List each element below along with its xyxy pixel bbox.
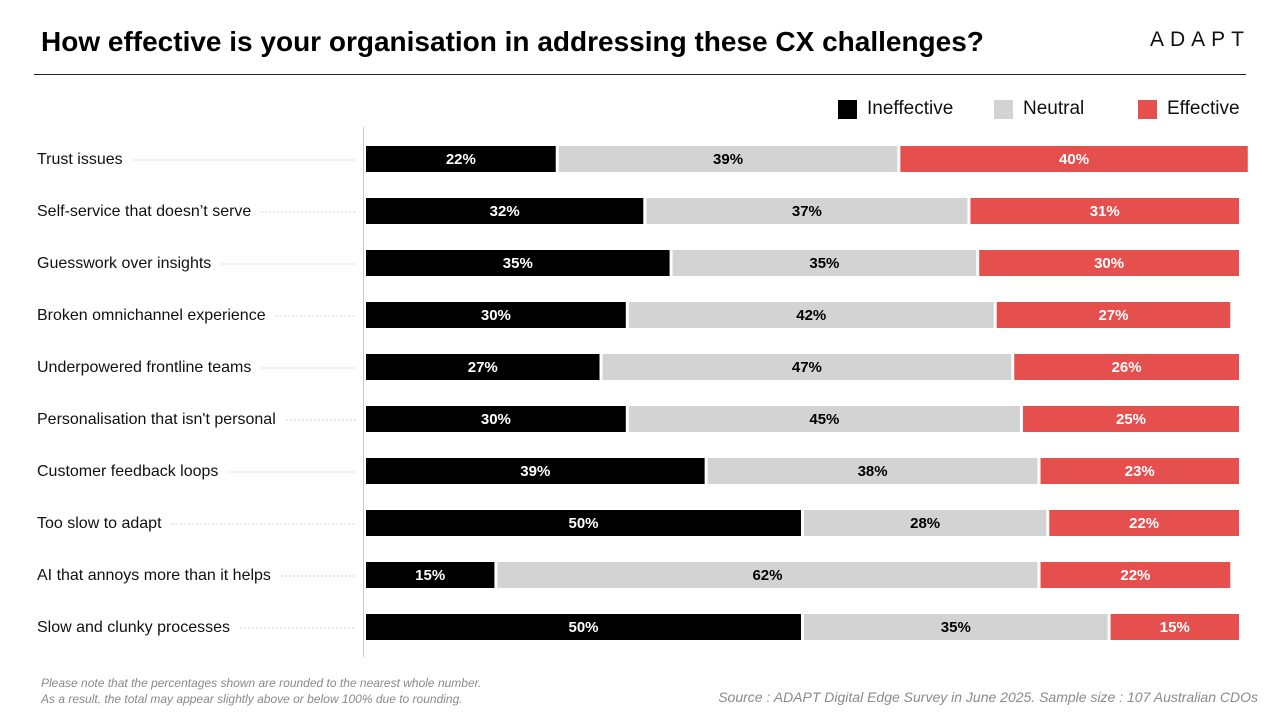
category-label: Customer feedback loops [37, 463, 218, 480]
bar-neutral [672, 250, 977, 276]
bar-neutral [628, 406, 1020, 432]
data-label-ineffective: 50% [568, 619, 598, 636]
data-label-neutral: 39% [713, 151, 743, 168]
bar-effective [1040, 458, 1239, 484]
bar-ineffective [366, 458, 705, 484]
bar-effective [996, 302, 1231, 328]
bar-neutral [602, 354, 1012, 380]
data-label-neutral: 35% [809, 255, 839, 272]
bar-neutral [804, 510, 1047, 536]
bar-ineffective [366, 146, 556, 172]
category-label: AI that annoys more than it helps [37, 567, 271, 584]
legend-label-neutral: Neutral [1023, 98, 1085, 119]
bar-ineffective [366, 302, 626, 328]
data-label-neutral: 47% [792, 359, 822, 376]
data-label-neutral: 35% [941, 619, 971, 636]
bar-ineffective [366, 250, 670, 276]
category-label: Self-service that doesn’t serve [37, 203, 251, 220]
category-label: Guesswork over insights [37, 255, 211, 272]
legend-item-effective: Effective [1138, 98, 1240, 120]
adapt-logo: ADAPT [1150, 28, 1251, 51]
bar-ineffective [366, 562, 495, 588]
data-label-ineffective: 39% [520, 463, 550, 480]
bar-effective [1049, 510, 1239, 536]
data-label-neutral: 62% [752, 567, 782, 584]
bar-effective [1023, 406, 1239, 432]
data-label-ineffective: 15% [415, 567, 445, 584]
legend-item-neutral: Neutral [994, 98, 1084, 120]
data-label-ineffective: 30% [481, 411, 511, 428]
category-label: Trust issues [37, 151, 123, 168]
bar-neutral [646, 198, 968, 224]
legend-label-effective: Effective [1167, 98, 1240, 119]
page-title: How effective is your organisation in ad… [41, 26, 984, 57]
bar-ineffective [366, 510, 801, 536]
data-label-ineffective: 50% [568, 515, 598, 532]
bar-neutral [497, 562, 1038, 588]
data-label-ineffective: 30% [481, 307, 511, 324]
data-label-neutral: 38% [858, 463, 888, 480]
footnote-line-2: As a result, the total may appear slight… [41, 692, 463, 706]
data-label-neutral: 42% [796, 307, 826, 324]
data-label-effective: 23% [1125, 463, 1155, 480]
source-note: Source : ADAPT Digital Edge Survey in Ju… [718, 689, 1258, 705]
legend-label-ineffective: Ineffective [867, 98, 954, 119]
bar-effective [1040, 562, 1231, 588]
category-label: Underpowered frontline teams [37, 359, 251, 376]
legend-swatch-ineffective [838, 99, 857, 119]
footnote-line-1: Please note that the percentages shown a… [41, 676, 482, 690]
bar-ineffective [366, 198, 644, 224]
data-label-neutral: 37% [792, 203, 822, 220]
category-label: Broken omnichannel experience [37, 307, 266, 324]
data-label-ineffective: 22% [446, 151, 476, 168]
bar-effective [1014, 354, 1239, 380]
bar-neutral [804, 614, 1108, 640]
bar-effective [1110, 614, 1239, 640]
bar-neutral [628, 302, 994, 328]
category-label: Personalisation that isn't personal [37, 411, 276, 428]
bar-ineffective [366, 406, 626, 432]
data-label-effective: 22% [1120, 567, 1150, 584]
category-label: Slow and clunky processes [37, 619, 230, 636]
bar-neutral [707, 458, 1038, 484]
data-label-ineffective: 27% [468, 359, 498, 376]
data-label-effective: 31% [1090, 203, 1120, 220]
category-label: Too slow to adapt [37, 515, 162, 532]
bar-effective [900, 146, 1248, 172]
data-label-effective: 27% [1098, 307, 1128, 324]
legend-swatch-effective [1138, 99, 1157, 119]
title-divider [34, 74, 1246, 75]
data-label-ineffective: 32% [490, 203, 520, 220]
legend-item-ineffective: Ineffective [838, 98, 953, 120]
chart-legend: Ineffective Neutral Effective [838, 98, 1258, 120]
data-label-ineffective: 35% [503, 255, 533, 272]
category-axis-line [363, 127, 364, 657]
data-label-neutral: 28% [910, 515, 940, 532]
bar-neutral [558, 146, 898, 172]
data-label-effective: 25% [1116, 411, 1146, 428]
data-label-effective: 40% [1059, 151, 1089, 168]
data-label-neutral: 45% [809, 411, 839, 428]
bar-effective [979, 250, 1239, 276]
bar-ineffective [366, 614, 801, 640]
data-label-effective: 15% [1160, 619, 1190, 636]
data-label-effective: 30% [1094, 255, 1124, 272]
bar-ineffective [366, 354, 600, 380]
bar-effective [970, 198, 1239, 224]
rounding-footnote: Please note that the percentages shown a… [41, 675, 482, 707]
data-label-effective: 26% [1112, 359, 1142, 376]
data-label-effective: 22% [1129, 515, 1159, 532]
legend-swatch-neutral [994, 99, 1013, 119]
